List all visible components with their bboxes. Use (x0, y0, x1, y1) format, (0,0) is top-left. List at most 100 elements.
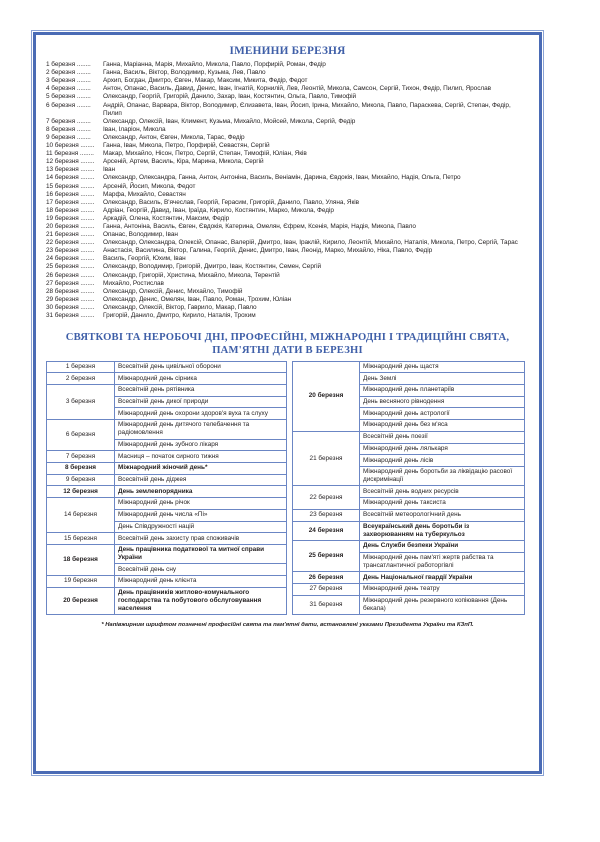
holidays-section: СВЯТКОВІ ТА НЕРОБОЧІ ДНІ, ПРОФЕСІЙНІ, МІ… (46, 331, 529, 616)
nameday-names: Олександр, Олексій, Іван, Климент, Кузьм… (103, 117, 356, 125)
table-row: 2 березня Міжнародний день сірника (46, 372, 287, 385)
table-row: 26 березня День Національної гвардії Укра… (292, 571, 525, 584)
table-row: День Землі (293, 372, 525, 385)
holiday-date-cell: 1 березня (46, 360, 115, 374)
nameday-names: Арсеній, Йосип, Микола, Федот (103, 182, 196, 190)
nameday-date: 26 березня ........ (46, 271, 95, 279)
nameday-date: 31 березня ........ (46, 312, 95, 320)
holiday-date-cell: 3 березня (46, 383, 115, 421)
nameday-row: 11 березня ........ Макар, Михайло, Нісон… (46, 150, 529, 158)
nameday-date: 2 березня ........ (46, 69, 91, 77)
holiday-event-cell: Міжнародний день без м'яса (359, 419, 525, 432)
holiday-date-cell: 20 березня (292, 360, 360, 432)
nameday-date: 4 березня ........ (46, 85, 91, 93)
nameday-names: Марфа, Михайло, Севастян (103, 190, 186, 198)
table-row: 7 березня Масниця – початок сирного тижня (46, 450, 287, 464)
nameday-names: Аркадій, Олена, Костянтин, Максим, Федір (103, 214, 230, 222)
table-row: 18 березня День працівника податкової та … (46, 543, 287, 577)
table-row: 19 березня Міжнародний день клієнта (46, 575, 287, 588)
nameday-row: 21 березня ........ Опанас, Володимир, Ів… (46, 231, 529, 239)
holiday-event-cell: Всесвітній день сну (114, 563, 287, 577)
nameday-names: Олександр, Георгій, Григорій, Данило, За… (103, 93, 357, 101)
holiday-event-cell: Всесвітній день дикої природи (114, 395, 287, 409)
table-row: Міжнародний день зубного лікаря (47, 438, 287, 452)
holiday-date-cell: 12 березня (46, 485, 115, 499)
holiday-event-cell: Всеукраїнський день боротьби із захворюв… (359, 520, 525, 542)
holiday-event-cell: Міжнародний день боротьби за ліквідацію … (359, 465, 525, 487)
holiday-date-cell: 25 березня (292, 540, 360, 573)
nameday-names: Олександр, Олексій, Денис, Михайло, Тимо… (103, 287, 243, 295)
holiday-date-cell: 15 березня (46, 532, 115, 545)
holidays-table-left-body: 1 березня Всесвітній день цивільної оборо… (46, 360, 287, 616)
holiday-date-cell: 2 березня (46, 372, 115, 385)
nameday-row: 30 березня ........ Олександр, Олексій, В… (46, 304, 529, 312)
holiday-event-cell: День працівників житлово-комунального го… (114, 586, 287, 616)
nameday-row: 2 березня ........ Ганна, Василь, Віктор,… (46, 69, 529, 77)
nameday-date: 1 березня ........ (46, 61, 91, 69)
nameday-names: Антон, Опанас, Василь, Давид, Денис, Іва… (103, 85, 492, 93)
holidays-title-line2: ПАМ'ЯТНІ ДАТИ В БЕРЕЗНІ (212, 345, 363, 357)
nameday-date: 20 березня ........ (46, 222, 95, 230)
table-row: Всесвітній день дикої природи (47, 395, 287, 409)
holiday-date-cell: 14 березня (46, 497, 115, 534)
nameday-names: Ганна, Антоніна, Василь, Євген, Євдокія,… (103, 222, 416, 230)
holiday-event-cell: Міжнародний день пам'яті жертв рабства т… (359, 551, 525, 573)
nameday-names: Олександр, Володимир, Григорій, Дмитро, … (103, 263, 322, 271)
nameday-names: Макар, Михайло, Нісон, Петро, Сергій, Ст… (103, 150, 307, 158)
table-row: 25 березня День Служби безпеки України (292, 540, 525, 573)
nameday-date: 6 березня ........ (46, 101, 91, 109)
nameday-row: 26 березня ........ Олександр, Григорій, … (46, 272, 529, 280)
nameday-row: 3 березня ........ Архип, Богдан, Дмитро,… (46, 77, 529, 85)
nameday-row: 31 березня ........ Григорій, Данило, Дми… (46, 312, 529, 320)
nameday-row: 14 березня ........ Олександр, Олександра… (46, 174, 529, 182)
holidays-title: СВЯТКОВІ ТА НЕРОБОЧІ ДНІ, ПРОФЕСІЙНІ, МІ… (46, 331, 529, 357)
holiday-event-cell: Міжнародний день щастя (359, 360, 525, 374)
holiday-date-cell: 9 березня (46, 473, 115, 487)
holidays-title-line1: СВЯТКОВІ ТА НЕРОБОЧІ ДНІ, ПРОФЕСІЙНІ, МІ… (65, 332, 510, 344)
nameday-row: 24 березня ........ Василь, Георгій, Юхим… (46, 255, 529, 263)
holiday-date-cell: 6 березня (46, 419, 115, 452)
holiday-event-cell: Міжнародний день астрології (359, 407, 525, 421)
nameday-date: 17 березня ........ (46, 198, 95, 206)
nameday-date: 29 березня ........ (46, 295, 95, 303)
nameday-names: Арсеній, Артем, Василь, Кіра, Марина, Ми… (103, 158, 264, 166)
nameday-names: Ганна, Василь, Віктор, Володимир, Кузьма… (103, 69, 266, 77)
nameday-names: Олександр, Антон, Євген, Микола, Тарас, … (103, 133, 245, 141)
holiday-event-cell: Міжнародний день театру (359, 582, 525, 596)
nameday-row: 19 березня ........ Аркадій, Олена, Костя… (46, 215, 529, 223)
nameday-date: 18 березня ........ (46, 206, 95, 214)
holiday-event-cell: Міжнародний жіночий день* (114, 462, 287, 475)
nameday-names: Олександр, Олександра, Олексій, Опанас, … (103, 239, 518, 247)
nameday-names: Анастасія, Василина, Віктор, Галина, Гео… (103, 247, 433, 255)
holiday-event-cell: Міжнародний день сірника (114, 372, 287, 385)
nameday-row: 28 березня ........ Олександр, Олексій, Д… (46, 288, 529, 296)
table-row: 31 березня Міжнародний день резервного ко… (292, 594, 525, 616)
nameday-date: 19 березня ........ (46, 214, 95, 222)
nameday-date: 12 березня ........ (46, 158, 95, 166)
nameday-names: Олександр, Григорій, Христина, Михайло, … (103, 271, 280, 279)
nameday-row: 18 березня ........ Адріан, Георгій, Дави… (46, 207, 529, 215)
holidays-table-left: 1 березня Всесвітній день цивільної оборо… (46, 360, 287, 616)
nameday-names: Олександр, Василь, В'ячеслав, Георгій, Г… (103, 198, 360, 206)
nameday-row: 8 березня ........ Іван, Іларіон, Микола (46, 126, 529, 134)
nameday-names: Ганна, Іван, Микола, Петро, Порфирій, Се… (103, 142, 270, 150)
nameday-date: 23 березня ........ (46, 247, 95, 255)
nameday-row: 6 березня ........ Андрій, Опанас, Варвар… (46, 102, 529, 118)
holiday-date-cell: 20 березня (46, 586, 115, 616)
footnote: * Напівжирним шрифтом позначені професій… (101, 622, 474, 629)
holiday-event-cell: Міжнародний день резервного копіювання (… (359, 594, 525, 616)
holiday-date-cell: 27 березня (292, 582, 360, 596)
holiday-event-cell: Всесвітній день захисту прав споживачів (114, 532, 287, 545)
nameday-row: 15 березня ........ Арсеній, Йосип, Микол… (46, 183, 529, 191)
nameday-date: 8 березня ........ (46, 125, 91, 133)
nameday-names: Олександр, Олександра, Ганна, Антон, Ант… (103, 174, 461, 182)
holiday-date-cell: 8 березня (46, 462, 115, 475)
table-row: 9 березня Всесвітній день діджея (46, 473, 287, 487)
holiday-event-cell: Міжнародний день числа «Пі» (114, 508, 287, 522)
table-row: 6 березня Міжнародний день дитячого телеб… (46, 419, 287, 452)
nameday-row: 5 березня ........ Олександр, Георгій, Гр… (46, 93, 529, 101)
nameday-row: 17 березня ........ Олександр, Василь, В'… (46, 199, 529, 207)
holiday-event-cell: Міжнародний день зубного лікаря (114, 438, 287, 452)
nameday-row: 1 березня ........ Ганна, Маріанна, Марія… (46, 61, 529, 69)
table-row: 12 березня День землевпорядника (46, 485, 287, 499)
